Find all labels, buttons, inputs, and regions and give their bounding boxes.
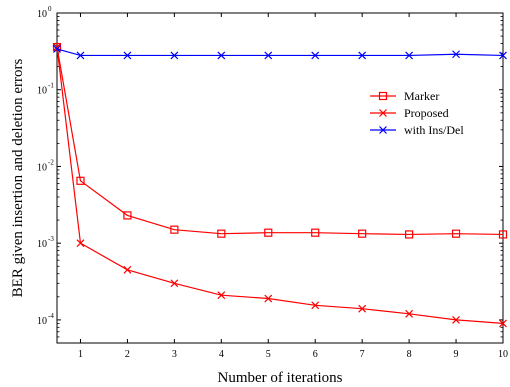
data-point-proposed — [358, 304, 367, 313]
data-point-marker — [498, 230, 508, 239]
data-point-with-ins-del — [499, 51, 507, 60]
y-axis-label: BER given insertion and deletion errors — [10, 58, 26, 297]
legend-marker — [378, 91, 388, 101]
x-tick-label: 4 — [219, 349, 224, 360]
data-point-proposed — [123, 265, 132, 274]
y-tick-exponent: -2 — [48, 158, 54, 166]
data-point-proposed — [170, 279, 179, 288]
x-tick-label: 2 — [125, 349, 130, 360]
data-point-proposed — [311, 301, 320, 310]
x-tick-label: 5 — [266, 349, 271, 360]
y-tick-exponent: -1 — [48, 82, 54, 90]
y-tick-label: 10 — [37, 239, 47, 250]
y-tick-exponent: -4 — [48, 312, 54, 320]
data-point-with-ins-del — [311, 51, 320, 60]
y-tick-exponent: -3 — [48, 235, 54, 243]
data-point-proposed — [217, 291, 226, 300]
x-tick-label: 8 — [407, 349, 412, 360]
y-tick-label: 10 — [37, 9, 47, 20]
data-point-proposed — [76, 239, 85, 248]
data-point-marker — [217, 229, 226, 238]
legend-item-marker: Marker — [370, 89, 439, 103]
data-point-with-ins-del — [170, 51, 179, 60]
data-point-marker — [170, 225, 179, 234]
series-with-ins-del — [53, 45, 507, 60]
data-point-with-ins-del — [53, 45, 61, 53]
legend-item-with-ins-del: with Ins/Del — [370, 123, 464, 137]
data-point-proposed — [452, 315, 460, 324]
data-point-marker — [451, 229, 461, 238]
x-tick-label: 10 — [498, 349, 508, 360]
legend-label: Proposed — [404, 106, 449, 120]
plot-area — [56, 12, 504, 344]
series-line-marker — [56, 46, 504, 236]
data-point-proposed — [264, 294, 273, 303]
y-tick-label: 10 — [37, 316, 47, 327]
data-point-with-ins-del — [264, 51, 273, 60]
legend-label: with Ins/Del — [404, 123, 464, 137]
legend-marker — [379, 109, 387, 117]
series-layer — [52, 42, 508, 328]
x-tick-label: 1 — [78, 349, 83, 360]
data-point-with-ins-del — [123, 51, 132, 60]
data-point-marker — [76, 176, 85, 185]
data-point-proposed — [405, 309, 414, 318]
data-point-marker — [264, 228, 273, 237]
x-tick-label: 3 — [172, 349, 177, 360]
x-tick-label: 7 — [360, 349, 365, 360]
legend-label: Marker — [404, 89, 439, 103]
legend: Marker Proposed with Ins/Del — [370, 89, 464, 137]
y-tick-label: 10 — [37, 162, 47, 173]
y-tick-label: 10 — [37, 86, 47, 97]
x-axis-label: Number of iterations — [218, 370, 343, 386]
x-tick-label: 9 — [454, 349, 459, 360]
data-point-with-ins-del — [217, 51, 226, 60]
series-marker — [52, 42, 508, 239]
legend-marker — [379, 126, 387, 134]
y-tick-exponent: 0 — [48, 5, 52, 13]
data-point-proposed — [499, 319, 507, 328]
data-point-with-ins-del — [76, 51, 85, 60]
data-point-with-ins-del — [405, 51, 414, 60]
data-point-marker — [358, 229, 367, 238]
data-point-marker — [123, 211, 132, 220]
data-point-with-ins-del — [358, 51, 367, 60]
x-tick-label: 6 — [313, 349, 318, 360]
data-point-marker — [405, 230, 414, 239]
series-proposed — [53, 43, 507, 328]
data-point-with-ins-del — [452, 50, 460, 59]
data-point-marker — [311, 228, 320, 237]
legend-item-proposed: Proposed — [370, 106, 449, 120]
